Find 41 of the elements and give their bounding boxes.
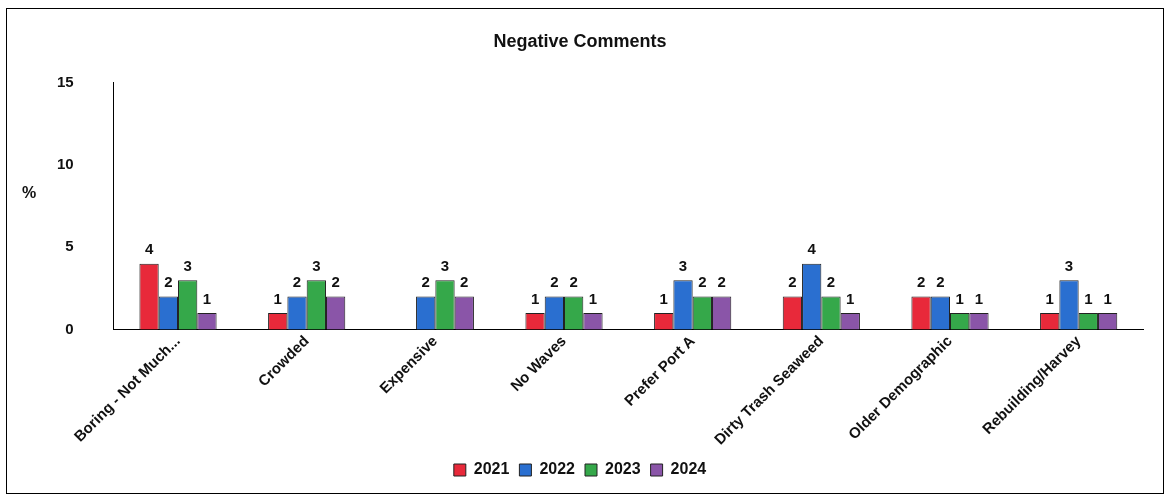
- data-label: 3: [678, 256, 688, 274]
- data-label: 2: [164, 273, 173, 291]
- data-label: 1: [530, 289, 540, 307]
- y-tick-label: 0: [65, 319, 74, 337]
- data-label: 1: [1045, 289, 1054, 307]
- data-label: 3: [183, 256, 192, 274]
- data-label: 2: [569, 273, 578, 291]
- y-tick-label: 5: [65, 237, 74, 255]
- y-axis-title: %: [21, 184, 37, 202]
- data-label: 1: [588, 289, 598, 307]
- data-label: 1: [659, 289, 668, 307]
- data-label: 2: [421, 273, 430, 291]
- y-tick-label: 10: [57, 155, 74, 173]
- data-label: 4: [807, 240, 817, 258]
- legend-label: 2022: [539, 460, 576, 478]
- data-label: 2: [788, 273, 797, 291]
- chart-title: Negative Comments: [493, 30, 667, 51]
- data-label: 3: [440, 256, 450, 274]
- legend-label: 2024: [670, 460, 707, 478]
- data-label: 2: [331, 273, 340, 291]
- data-label: 2: [292, 273, 302, 291]
- data-label: 2: [460, 273, 469, 291]
- data-label: 3: [312, 256, 321, 274]
- data-label: 1: [846, 289, 855, 307]
- data-label: 1: [974, 289, 984, 307]
- legend-label: 2021: [473, 460, 510, 478]
- data-label: 2: [916, 273, 926, 291]
- data-label: 2: [936, 273, 945, 291]
- y-tick-label: 15: [57, 72, 74, 90]
- legend-label: 2023: [605, 460, 641, 478]
- data-label: 3: [1064, 256, 1074, 274]
- data-label: 1: [1084, 289, 1093, 307]
- data-label: 2: [550, 273, 559, 291]
- data-label: 1: [1103, 289, 1112, 307]
- data-label: 2: [826, 273, 836, 291]
- data-label: 2: [717, 273, 726, 291]
- data-label: 1: [273, 289, 282, 307]
- data-label: 1: [955, 289, 964, 307]
- data-label: 1: [202, 289, 212, 307]
- data-label: 2: [698, 273, 707, 291]
- data-label: 4: [144, 240, 154, 258]
